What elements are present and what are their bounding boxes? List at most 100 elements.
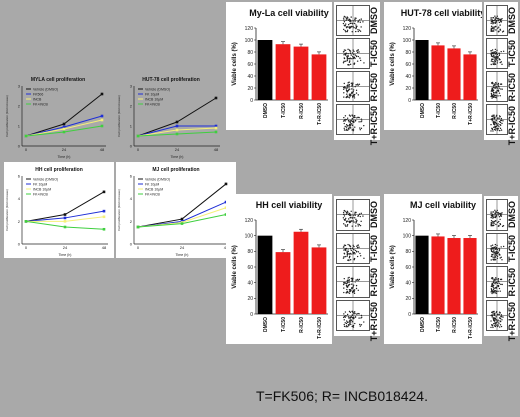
data-point: [63, 225, 67, 229]
y-tick-label: 0: [408, 312, 411, 318]
y-tick-label: 40: [247, 280, 253, 286]
flow-label-dmso: DMSO: [507, 7, 517, 34]
flow-dots: [337, 6, 369, 35]
bar-dmso: [257, 40, 273, 100]
flow-cytometry-plot-r-ic50: [486, 266, 508, 298]
flow-label-dmso: DMSO: [369, 7, 379, 34]
chart-title: HUT-78 cell viability: [401, 8, 482, 18]
data-point: [175, 120, 179, 124]
flow-dots: [337, 200, 369, 230]
flow-cytometry-plot-t-ic50: [336, 232, 370, 264]
mj-viab-svg: MJ cell viability 0 20 40 60 80 100 120 Viable c…: [390, 200, 478, 339]
legend-entry: FK 10µM: [33, 182, 47, 186]
flow-label-t-r-ic50: T+R-IC50: [369, 301, 379, 341]
data-point: [136, 134, 140, 138]
data-point: [102, 227, 106, 231]
y-tick-label: 60: [247, 62, 253, 68]
y-tick-label: 2: [130, 219, 133, 224]
flow-dots: [337, 72, 369, 101]
flow-label-r-ic50: R-IC50: [369, 73, 379, 102]
y-tick-label: 0: [408, 98, 411, 104]
flow-label-r-ic50: R-IC50: [507, 73, 517, 102]
x-tick-label: 0: [137, 147, 140, 152]
x-tick-label: DMSO: [420, 103, 426, 118]
flow-dots: [337, 267, 369, 297]
x-tick-label: R-IC50: [452, 317, 458, 333]
x-tick-label: T+R-IC50: [317, 103, 323, 125]
data-point: [102, 190, 106, 194]
myla-prolif-svg: MYLA cell proliferation 0 1 2 3 0 24 48 Time (h)…: [5, 77, 106, 159]
chart-title: My-La cell viability: [249, 8, 329, 18]
bar-dmso: [415, 235, 429, 314]
hh-viab-svg: HH cell viability 0 20 40 60 80 100 120 Viable c…: [232, 200, 328, 339]
y-tick-label: 0: [130, 144, 133, 149]
y-tick-label: 4: [18, 196, 21, 201]
legend-entry: FK 10µM: [145, 92, 159, 96]
flow-dots: [337, 300, 369, 331]
y-tick-label: 1: [130, 124, 133, 129]
x-tick-label: 24: [175, 147, 180, 152]
flow-label-r-ic50: R-IC50: [369, 268, 379, 297]
x-tick-label: DMSO: [263, 317, 269, 332]
x-tick-label: T-IC50: [281, 103, 287, 118]
y-axis-label: Cell proliferation (fold increase): [5, 189, 9, 231]
data-point: [63, 220, 67, 223]
data-point: [214, 126, 218, 130]
flow-cytometry-plot-r-ic50: [486, 71, 508, 102]
y-tick-label: 3: [130, 84, 133, 89]
series-line-fk-10-m: [25, 210, 105, 222]
chart-title: HH cell proliferation: [35, 167, 83, 173]
y-tick-label: 80: [247, 249, 253, 255]
data-point: [102, 209, 106, 213]
hut78-prolif-chart: HUT-78 cell proliferation 0 1 2 3 0 24 48 Time (…: [116, 72, 226, 160]
y-tick-label: 2: [18, 219, 21, 224]
y-tick-label: 80: [405, 249, 411, 255]
data-point: [100, 118, 104, 122]
myla-flow-strip: DMSO T-IC50 R-IC50 T+R-IC50: [334, 2, 380, 145]
x-tick-label: DMSO: [420, 317, 426, 332]
y-axis-label: Viable cells (%): [390, 245, 396, 289]
flow-dots: [487, 300, 507, 331]
legend-entry: INCB 10µM: [145, 187, 163, 191]
x-tick-label: 48: [102, 245, 107, 250]
data-point: [62, 130, 66, 134]
y-tick-label: 120: [403, 218, 412, 224]
y-tick-label: 120: [245, 26, 254, 32]
bar-dmso: [257, 235, 273, 314]
x-tick-label: T-IC50: [436, 317, 442, 332]
data-point: [224, 182, 228, 186]
data-point: [224, 200, 228, 204]
y-tick-label: 20: [405, 86, 411, 92]
flow-cytometry-plot-r-ic50: [336, 266, 370, 298]
bar-r-ic50: [447, 238, 461, 314]
data-point: [63, 213, 67, 216]
y-tick-label: 0: [250, 312, 253, 318]
y-tick-label: 40: [247, 74, 253, 80]
myla-viab-svg: My-La cell viability 0 20 40 60 80 100 120 Viabl…: [232, 8, 329, 125]
hh-prolif-chart: HH cell proliferation 0 2 4 6 0 24 48 Time (h) Ce…: [4, 162, 114, 258]
flow-label-t-ic50: T-IC50: [369, 40, 379, 68]
flow-cytometry-plot-t-r-ic50: [336, 299, 370, 331]
mj-viability-chart: MJ cell viability 0 20 40 60 80 100 120 Viable c…: [384, 194, 482, 344]
y-tick-label: 20: [247, 296, 253, 302]
x-tick-label: 0: [137, 245, 140, 250]
flow-cytometry-plot-t-r-ic50: [486, 299, 508, 331]
legend-entry: INCB 10µM: [145, 97, 163, 101]
bar-t-r-ic50: [463, 54, 477, 100]
x-axis-label: Time (h): [58, 155, 71, 159]
data-point: [62, 122, 66, 126]
y-tick-label: 1: [18, 124, 21, 129]
x-axis-label: Time (h): [176, 253, 189, 257]
y-tick-label: 20: [247, 86, 253, 92]
x-tick-label: T-IC50: [281, 317, 287, 332]
x-axis-label: Time (h): [59, 253, 72, 257]
y-tick-label: 60: [405, 265, 411, 271]
data-point: [214, 96, 218, 100]
data-point: [24, 134, 28, 138]
data-point: [214, 124, 218, 128]
y-tick-label: 20: [405, 296, 411, 302]
bar-t-ic50: [275, 44, 291, 100]
bar-t-r-ic50: [311, 247, 327, 314]
